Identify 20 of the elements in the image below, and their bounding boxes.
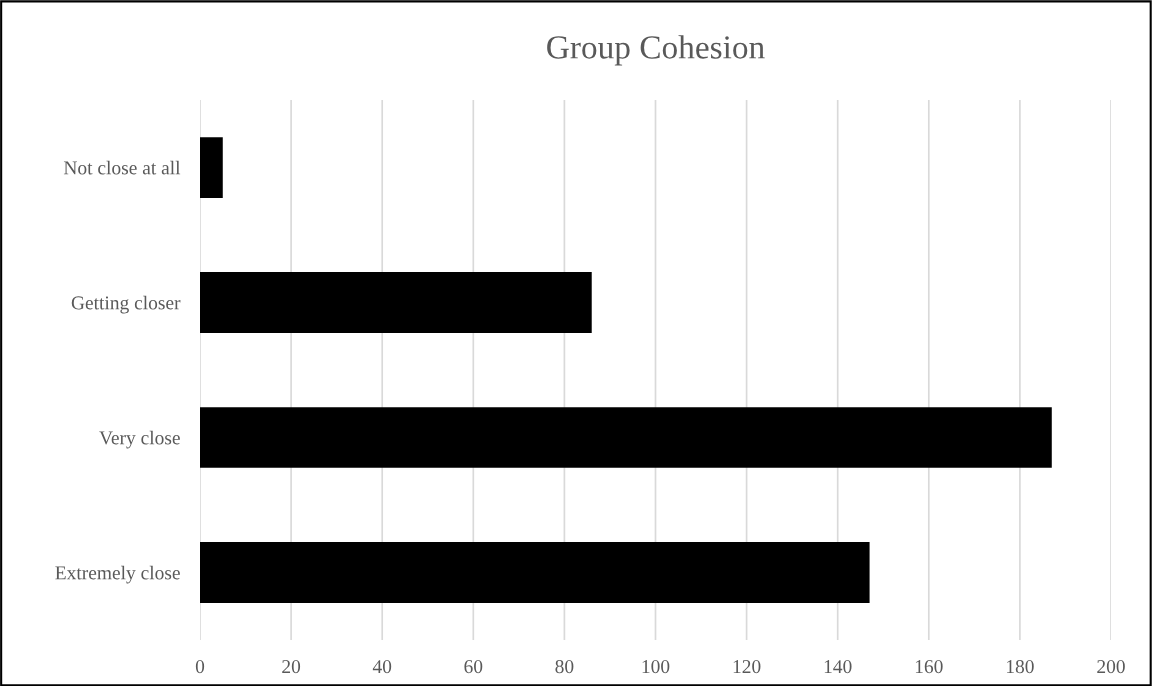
x-tick-label: 120: [733, 660, 761, 674]
x-tick-label: 200: [1097, 660, 1125, 674]
x-tick-label: 20: [282, 660, 301, 674]
bar: [200, 137, 223, 198]
y-tick-label: Extremely close: [55, 565, 180, 584]
x-tick-label: 40: [372, 660, 392, 674]
chart-title: Group Cohesion: [547, 35, 765, 66]
x-tick-label: 140: [824, 660, 852, 674]
bar: [200, 542, 870, 603]
x-tick-label: 60: [464, 660, 483, 674]
bar: [200, 407, 1052, 468]
y-tick-label: Not close at all: [63, 160, 181, 175]
x-tick-label: 180: [1007, 660, 1034, 674]
x-tick-label: 100: [642, 660, 670, 674]
x-tick-label: 80: [555, 660, 574, 674]
x-tick-label: 0: [195, 660, 205, 674]
y-tick-label: Very close: [99, 430, 180, 449]
bar: [200, 272, 592, 333]
y-tick-label: Getting closer: [71, 295, 181, 314]
x-tick-label: 160: [915, 660, 943, 674]
